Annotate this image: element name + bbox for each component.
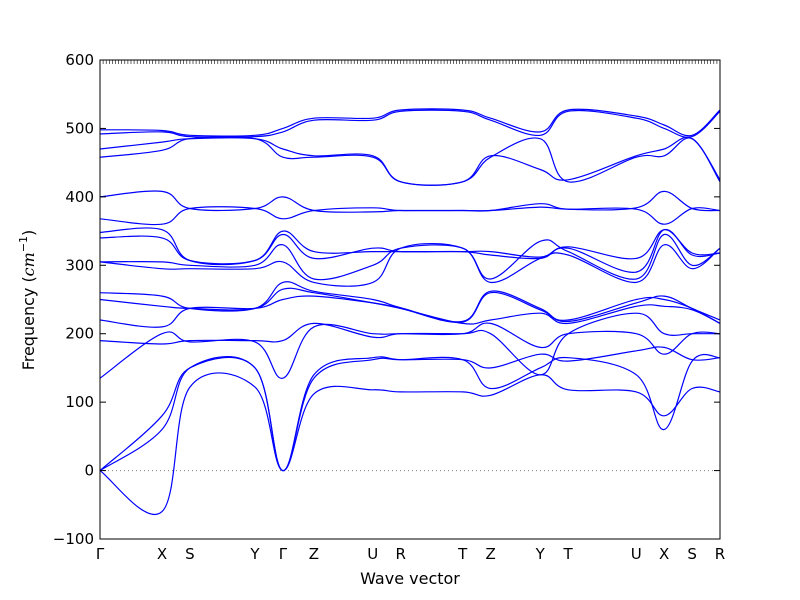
band-line (99, 136, 721, 186)
band-line (99, 295, 721, 328)
x-tick-label: Y (535, 545, 546, 563)
y-tick-label: 400 (65, 188, 94, 206)
plot-frame (99, 59, 721, 540)
y-tick-label: 600 (65, 51, 94, 69)
x-tick-label: Y (249, 545, 260, 563)
band-line (99, 108, 721, 137)
band-line (99, 243, 721, 287)
band-line (99, 312, 720, 376)
y-tick-label: 500 (65, 119, 94, 137)
y-tick-label: 300 (65, 256, 94, 274)
x-tick-label: T (457, 545, 468, 563)
y-tick-label: 100 (65, 393, 94, 411)
y-axis-label-exponent: −1 (17, 236, 30, 252)
y-axis-label-text: Frequency ( (19, 276, 38, 370)
band-line (99, 322, 721, 379)
y-tick-label: −100 (53, 530, 94, 548)
y-axis-label-unit: cm (19, 252, 38, 276)
band-line (99, 353, 721, 472)
x-tick-label: T (563, 545, 574, 563)
y-tick-label: 0 (84, 462, 94, 480)
x-axis-label: Wave vector (360, 569, 460, 588)
band-line (99, 233, 721, 281)
x-tick-label: X (659, 545, 669, 563)
band-line (99, 372, 721, 515)
x-tick-label: Z (485, 545, 495, 563)
x-tick-label: Γ (96, 545, 105, 563)
bands-layer (99, 108, 721, 515)
y-tick-label: 200 (65, 325, 94, 343)
y-ticks: −100 0 100 200 300 400 500 600 (53, 51, 720, 548)
x-tick-label: S (185, 545, 195, 563)
x-tick-label: Γ (279, 545, 288, 563)
x-tick-label: X (157, 545, 167, 563)
x-tick-label: R (395, 545, 405, 563)
y-axis-label-close: ) (19, 230, 38, 236)
band-line (99, 227, 721, 266)
band-line (99, 190, 721, 213)
band-line (99, 281, 721, 323)
x-tick-label: U (367, 545, 378, 563)
band-line (99, 109, 721, 138)
band-line (99, 346, 721, 472)
x-tick-label: Z (309, 545, 319, 563)
x-tick-label: U (631, 545, 642, 563)
x-tick-label: S (687, 545, 697, 563)
y-axis-label: Frequency (cm−1) (17, 230, 38, 371)
x-tick-label: R (715, 545, 725, 563)
